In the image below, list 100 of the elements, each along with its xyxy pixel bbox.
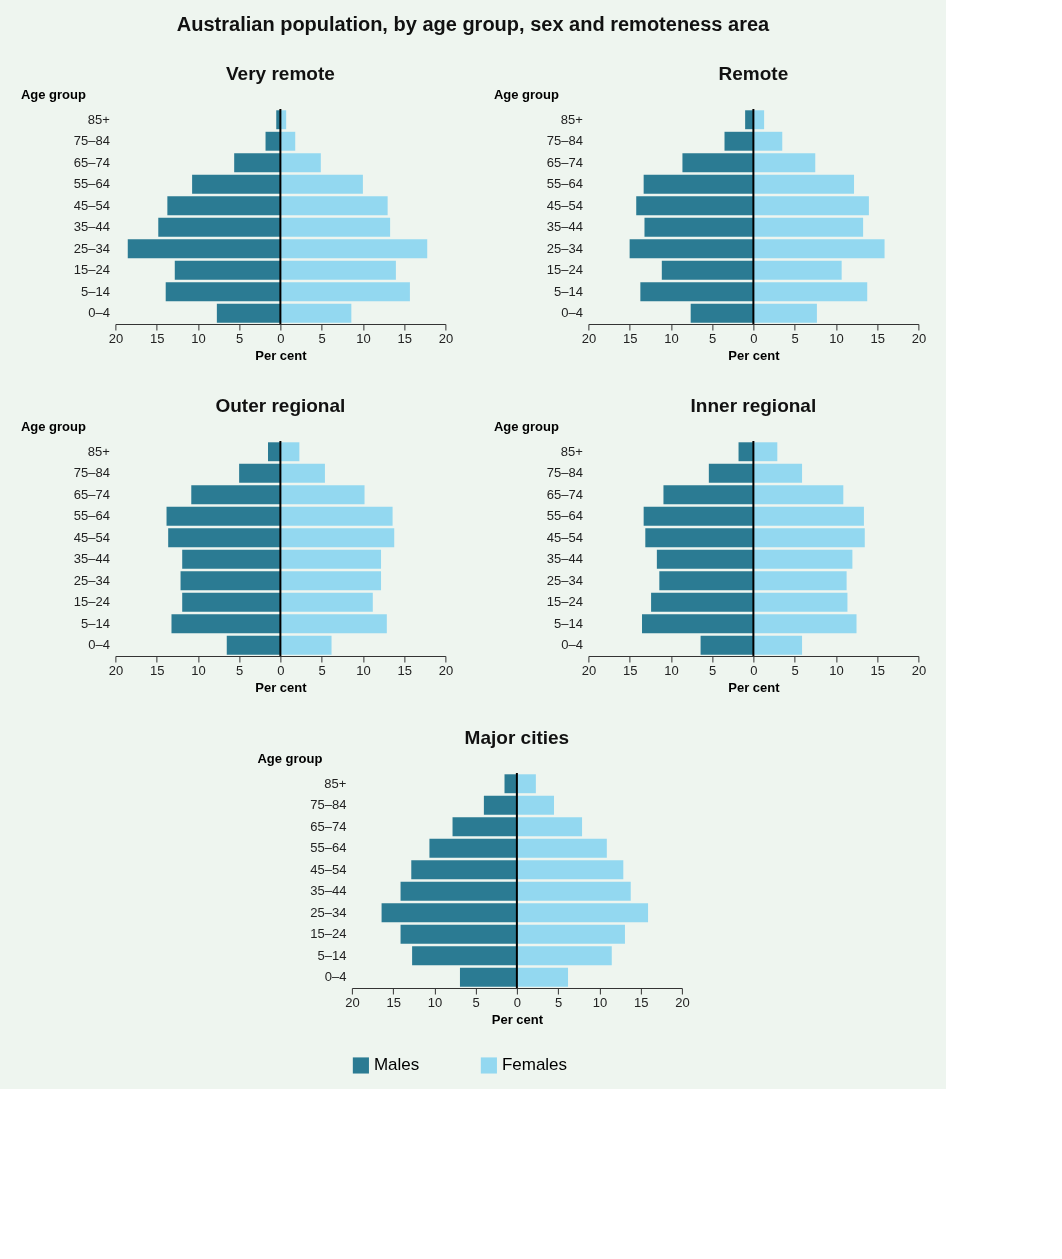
bar	[663, 485, 754, 505]
bar	[516, 903, 649, 923]
x-axis-title: Per cent	[255, 347, 308, 363]
y-tick-label: 0–4	[324, 969, 347, 985]
bar	[158, 217, 281, 237]
bar	[516, 881, 631, 901]
x-tick-label: 5	[236, 330, 244, 346]
y-tick-label: 25–34	[73, 240, 110, 256]
y-tick-label: 15–24	[546, 594, 583, 610]
text: Australian population, by age group, sex and remoteness area	[176, 13, 771, 35]
x-axis-title: Per cent	[728, 679, 781, 695]
y-axis-title: Age group	[20, 418, 86, 434]
y-tick-label: 0–4	[561, 305, 583, 321]
y-tick-label: 25–34	[310, 904, 347, 920]
y-tick-label: 15–24	[310, 926, 347, 942]
bar	[753, 110, 765, 130]
bar	[165, 282, 281, 302]
bar	[753, 282, 868, 302]
x-tick-label: 20	[438, 330, 454, 346]
x-tick-label: 10	[191, 662, 206, 678]
y-tick-label: 0–4	[88, 305, 110, 321]
bar	[753, 196, 869, 216]
x-tick-label: 15	[397, 662, 412, 678]
bar	[516, 924, 625, 944]
bar	[753, 463, 803, 483]
bar	[280, 485, 365, 505]
y-tick-label: 85+	[87, 111, 110, 127]
x-tick-label: 20	[438, 662, 454, 678]
x-tick-label: 15	[622, 330, 638, 346]
y-tick-label: 25–34	[73, 572, 110, 588]
bar	[191, 485, 281, 505]
y-tick-label: 5–14	[80, 283, 110, 299]
y-tick-label: 65–74	[73, 486, 110, 502]
bar	[280, 174, 363, 194]
y-tick-label: 65–74	[73, 154, 110, 170]
bar	[171, 614, 281, 634]
bar	[516, 795, 555, 815]
y-tick-label: 5–14	[553, 615, 583, 631]
bar	[280, 592, 373, 612]
y-tick-label: 55–64	[73, 508, 110, 524]
bar	[192, 174, 281, 194]
bar	[280, 217, 391, 237]
y-tick-label: 25–34	[546, 240, 583, 256]
bar	[400, 881, 517, 901]
y-tick-label: 65–74	[546, 486, 583, 502]
bar	[708, 463, 754, 483]
x-axis-title: Per cent	[255, 679, 308, 695]
x-tick-label: 10	[427, 994, 443, 1010]
bar	[516, 838, 607, 858]
x-tick-label: 0	[277, 662, 285, 678]
bar	[239, 463, 281, 483]
bar	[452, 817, 517, 837]
bar	[182, 592, 281, 612]
x-tick-label: 10	[356, 330, 371, 346]
bar	[643, 506, 754, 526]
y-tick-label: 35–44	[546, 219, 583, 235]
bar	[642, 614, 754, 634]
bar	[429, 838, 517, 858]
bar	[182, 549, 281, 569]
y-axis-title: Age group	[20, 86, 86, 102]
bar	[280, 196, 388, 216]
bar	[516, 817, 583, 837]
bar	[168, 528, 281, 548]
x-tick-label: 5	[791, 662, 799, 678]
y-tick-label: 75–84	[310, 797, 347, 813]
x-tick-label: 5	[472, 994, 480, 1010]
x-tick-label: 5	[709, 662, 717, 678]
bar	[167, 196, 281, 216]
legend-label: Females	[501, 1055, 568, 1075]
x-axis-title: Per cent	[491, 1011, 544, 1027]
x-tick-label: 5	[318, 330, 326, 346]
bar	[280, 303, 352, 323]
y-tick-label: 25–34	[546, 572, 583, 588]
bar	[280, 282, 410, 302]
x-tick-label: 20	[108, 330, 124, 346]
chart-title: Very remote	[225, 63, 335, 84]
x-tick-label: 5	[318, 662, 326, 678]
bar	[280, 635, 332, 655]
x-tick-label: 15	[870, 330, 885, 346]
bar	[280, 153, 321, 173]
bar	[280, 260, 396, 280]
x-tick-label: 0	[513, 994, 521, 1010]
x-tick-label: 5	[791, 330, 799, 346]
y-tick-label: 15–24	[73, 594, 110, 610]
y-tick-label: 5–14	[80, 615, 110, 631]
bar	[661, 260, 754, 280]
bar	[753, 528, 865, 548]
bar	[753, 260, 842, 280]
bar	[656, 549, 754, 569]
bar	[280, 506, 393, 526]
y-tick-label: 35–44	[310, 883, 347, 899]
bar	[753, 239, 885, 259]
bar	[483, 795, 517, 815]
bar	[166, 506, 281, 526]
y-tick-label: 55–64	[546, 508, 583, 524]
bar	[280, 463, 325, 483]
bar	[174, 260, 281, 280]
bar	[690, 303, 754, 323]
x-tick-label: 10	[829, 662, 844, 678]
bar	[516, 774, 536, 794]
